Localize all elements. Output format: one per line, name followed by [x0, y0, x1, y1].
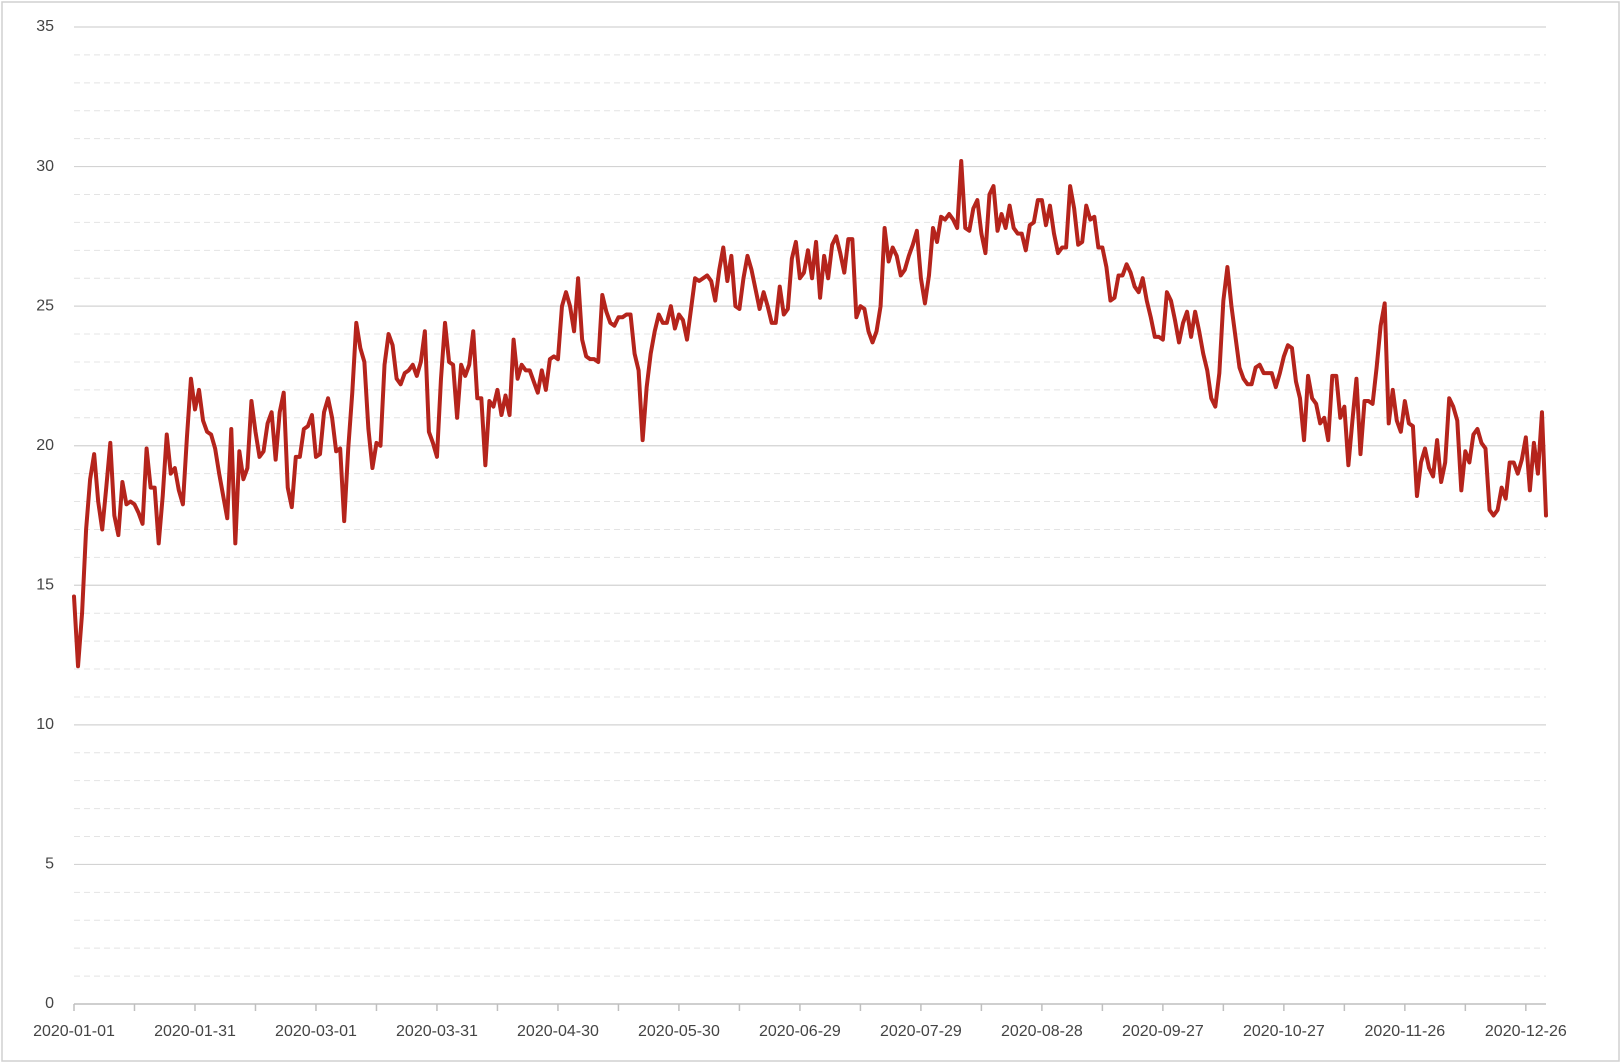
x-tick-label: 2020-07-29 [880, 1023, 962, 1040]
y-tick-label: 5 [45, 856, 54, 873]
x-tick-label: 2020-01-31 [154, 1023, 236, 1040]
x-tick-label: 2020-03-31 [396, 1023, 478, 1040]
y-tick-label: 30 [36, 158, 54, 175]
x-tick-label: 2020-11-26 [1365, 1023, 1446, 1040]
x-tick-label: 2020-05-30 [638, 1023, 720, 1040]
y-tick-label: 25 [36, 297, 54, 314]
y-tick-label: 20 [36, 437, 54, 454]
x-tick-label: 2020-08-28 [1001, 1023, 1083, 1040]
y-tick-label: 10 [36, 716, 54, 733]
line-series [72, 158, 1548, 669]
x-tick-label: 2020-01-01 [33, 1023, 115, 1040]
x-tick-label: 2020-03-01 [275, 1023, 357, 1040]
x-tick-label: 2020-04-30 [517, 1023, 599, 1040]
y-tick-label: 35 [36, 18, 54, 35]
x-tick-label: 2020-06-29 [759, 1023, 841, 1040]
y-tick-label: 0 [45, 995, 54, 1012]
x-tick-label: 2020-12-26 [1485, 1023, 1567, 1040]
x-tick-label: 2020-10-27 [1243, 1023, 1325, 1040]
y-tick-label: 15 [36, 577, 54, 594]
x-tick-label: 2020-09-27 [1122, 1023, 1204, 1040]
